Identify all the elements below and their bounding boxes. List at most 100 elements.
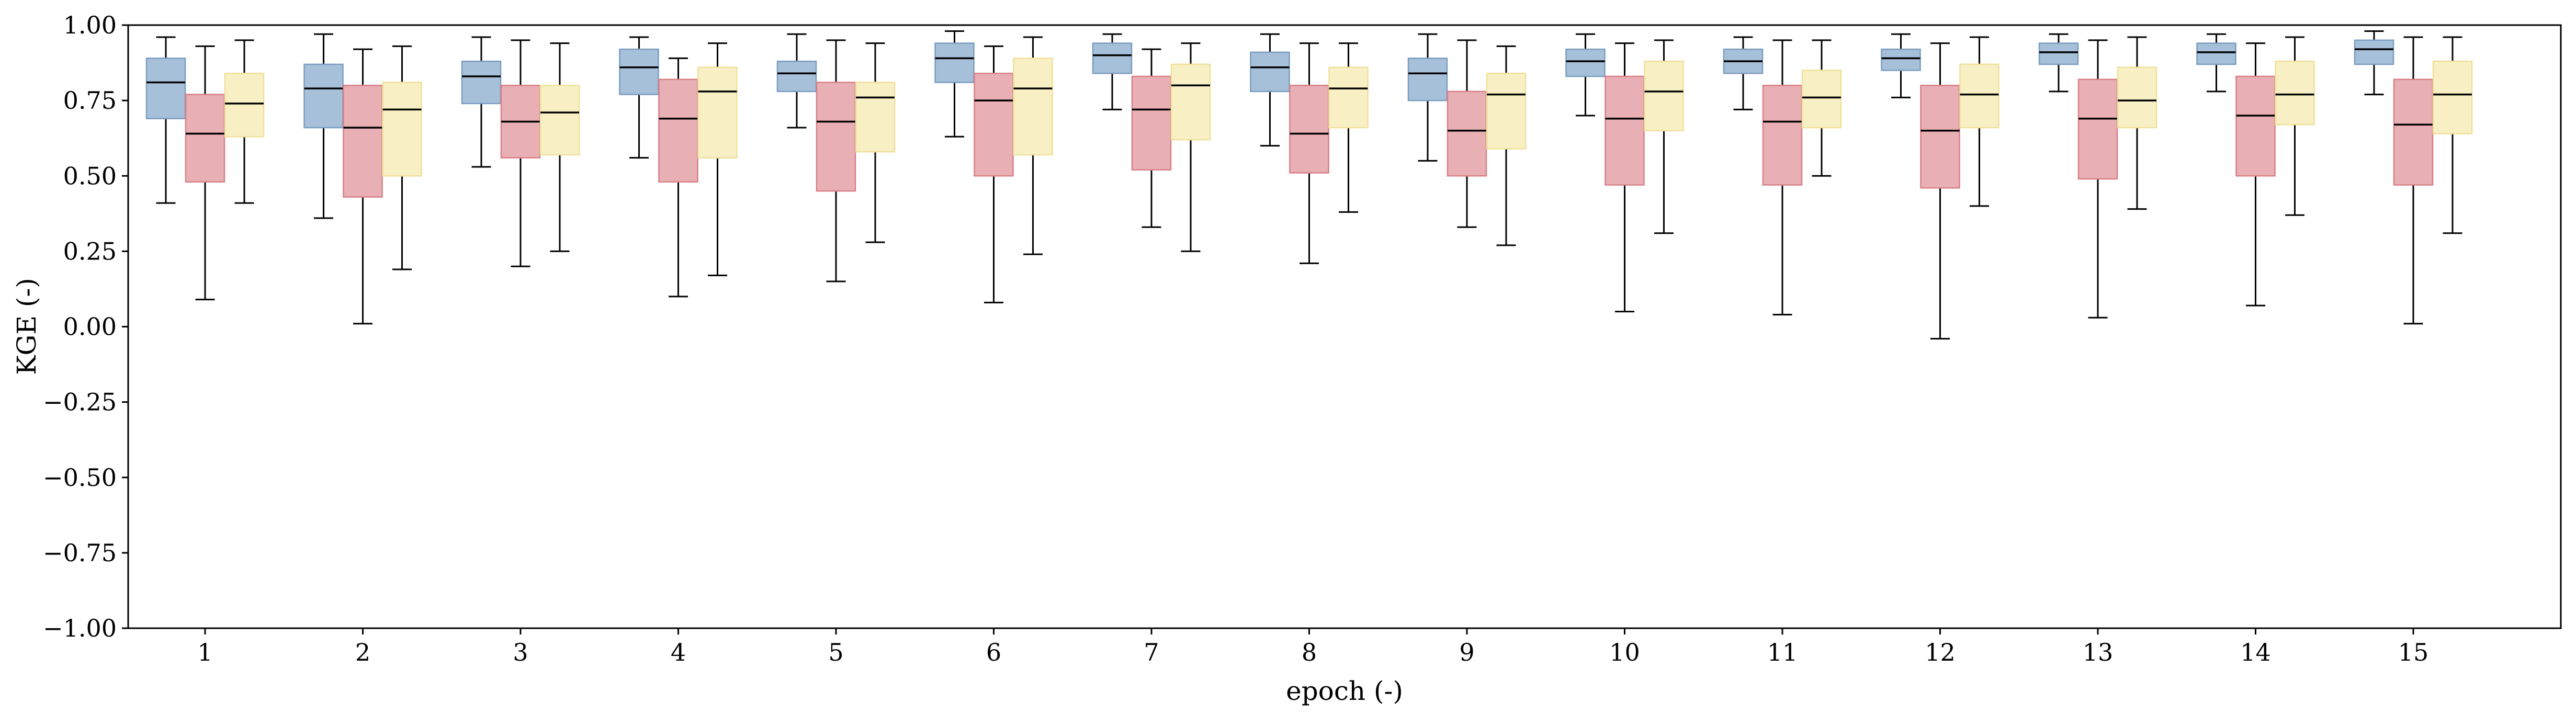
iqr-box [185, 94, 225, 183]
box-series-1-epoch-6 [934, 30, 975, 138]
axes-frame [127, 24, 2562, 629]
y-tick-label: −1.00 [43, 614, 117, 642]
x-axis-ticks: 1 2 3 4 5 6 7 8 9 10 11 12 13 14 15 [197, 628, 2428, 666]
x-tick-label: 10 [1609, 638, 1640, 666]
y-tick-label: 0.50 [63, 162, 117, 190]
iqr-box [2038, 42, 2079, 65]
box-series-3-epoch-3 [539, 42, 580, 252]
y-axis-label: KGE (-) [12, 278, 42, 375]
box-series-1-epoch-12 [1881, 33, 1921, 98]
box-series-3-epoch-15 [2432, 36, 2473, 234]
plot-area [145, 30, 2473, 340]
iqr-box [619, 48, 659, 95]
y-tick-label: −0.25 [43, 388, 117, 416]
x-axis-label: epoch (-) [1286, 676, 1403, 706]
x-tick-label: 7 [1144, 638, 1159, 666]
box-series-1-epoch-8 [1250, 33, 1290, 147]
x-tick-label: 8 [1302, 638, 1317, 666]
iqr-box [1959, 63, 1999, 129]
box-series-3-epoch-4 [697, 42, 738, 276]
box-series-1-epoch-4 [619, 36, 659, 159]
iqr-box [934, 42, 975, 83]
iqr-box [1170, 63, 1211, 141]
iqr-box [2432, 60, 2473, 134]
box-series-2-epoch-15 [2393, 36, 2434, 325]
y-tick-label: 0.25 [63, 237, 117, 265]
iqr-box [776, 60, 817, 93]
iqr-box [382, 82, 422, 177]
x-tick-label: 9 [1459, 638, 1474, 666]
iqr-box [1644, 60, 1684, 132]
iqr-box [1801, 70, 1842, 129]
iqr-box [461, 60, 502, 105]
iqr-box [1289, 85, 1329, 174]
iqr-box [539, 85, 580, 156]
box-series-3-epoch-5 [855, 42, 896, 243]
box-series-3-epoch-10 [1644, 39, 1684, 234]
iqr-box [2117, 66, 2157, 129]
iqr-box [224, 72, 265, 138]
y-tick-label: 0.75 [63, 86, 117, 115]
box-series-1-epoch-5 [776, 33, 817, 129]
box-series-2-epoch-5 [816, 39, 856, 282]
y-tick-label: −0.50 [43, 463, 117, 492]
box-series-3-epoch-14 [2275, 36, 2315, 216]
box-series-2-epoch-13 [2077, 39, 2118, 319]
y-tick-label: 0.00 [63, 313, 117, 341]
iqr-box [816, 82, 856, 192]
iqr-box [1881, 48, 1921, 71]
box-series-2-epoch-8 [1289, 42, 1329, 264]
x-tick-label: 14 [2240, 638, 2271, 666]
iqr-box [1605, 75, 1645, 186]
iqr-box [2235, 75, 2276, 177]
iqr-box [974, 72, 1014, 177]
iqr-box [1565, 48, 1606, 77]
box-series-1-epoch-11 [1723, 36, 1764, 110]
x-tick-label: 5 [828, 638, 843, 666]
box-series-1-epoch-15 [2354, 30, 2394, 96]
box-series-1-epoch-13 [2038, 33, 2079, 93]
iqr-box [145, 58, 186, 119]
box-series-2-epoch-12 [1920, 42, 1960, 340]
y-tick-label: 1.00 [63, 11, 117, 39]
x-tick-label: 1 [197, 638, 212, 666]
iqr-box [697, 66, 738, 158]
box-series-3-epoch-7 [1170, 42, 1211, 252]
box-series-3-epoch-2 [382, 45, 422, 270]
box-series-2-epoch-7 [1131, 48, 1172, 228]
x-tick-label: 15 [2398, 638, 2429, 666]
x-tick-label: 2 [355, 638, 370, 666]
box-series-2-epoch-11 [1762, 39, 1803, 315]
iqr-box [2354, 39, 2394, 65]
iqr-box [2393, 78, 2434, 186]
box-series-2-epoch-4 [658, 57, 698, 298]
box-series-1-epoch-9 [1407, 33, 1448, 162]
iqr-box [1013, 58, 1053, 156]
y-tick-label: −0.75 [43, 539, 117, 567]
iqr-box [2275, 60, 2315, 126]
box-series-3-epoch-12 [1959, 36, 1999, 207]
x-tick-label: 11 [1767, 638, 1798, 666]
box-series-2-epoch-9 [1447, 39, 1487, 228]
box-series-1-epoch-2 [303, 33, 344, 219]
iqr-box [1447, 90, 1487, 177]
iqr-box [303, 63, 344, 129]
iqr-box [1092, 42, 1133, 74]
x-tick-label: 12 [1925, 638, 1956, 666]
box-series-3-epoch-13 [2117, 36, 2157, 210]
x-tick-label: 13 [2083, 638, 2114, 666]
iqr-box [1920, 85, 1960, 189]
x-tick-label: 4 [671, 638, 686, 666]
iqr-box [1250, 51, 1290, 93]
box-series-1-epoch-14 [2196, 33, 2236, 93]
x-tick-label: 6 [986, 638, 1001, 666]
iqr-box [2077, 78, 2118, 180]
box-series-3-epoch-1 [224, 39, 265, 204]
box-series-3-epoch-9 [1486, 45, 1527, 246]
x-tick-label: 3 [513, 638, 528, 666]
iqr-box [855, 82, 896, 153]
box-series-2-epoch-14 [2235, 42, 2276, 307]
iqr-box [1328, 66, 1369, 129]
iqr-box [1407, 58, 1448, 101]
